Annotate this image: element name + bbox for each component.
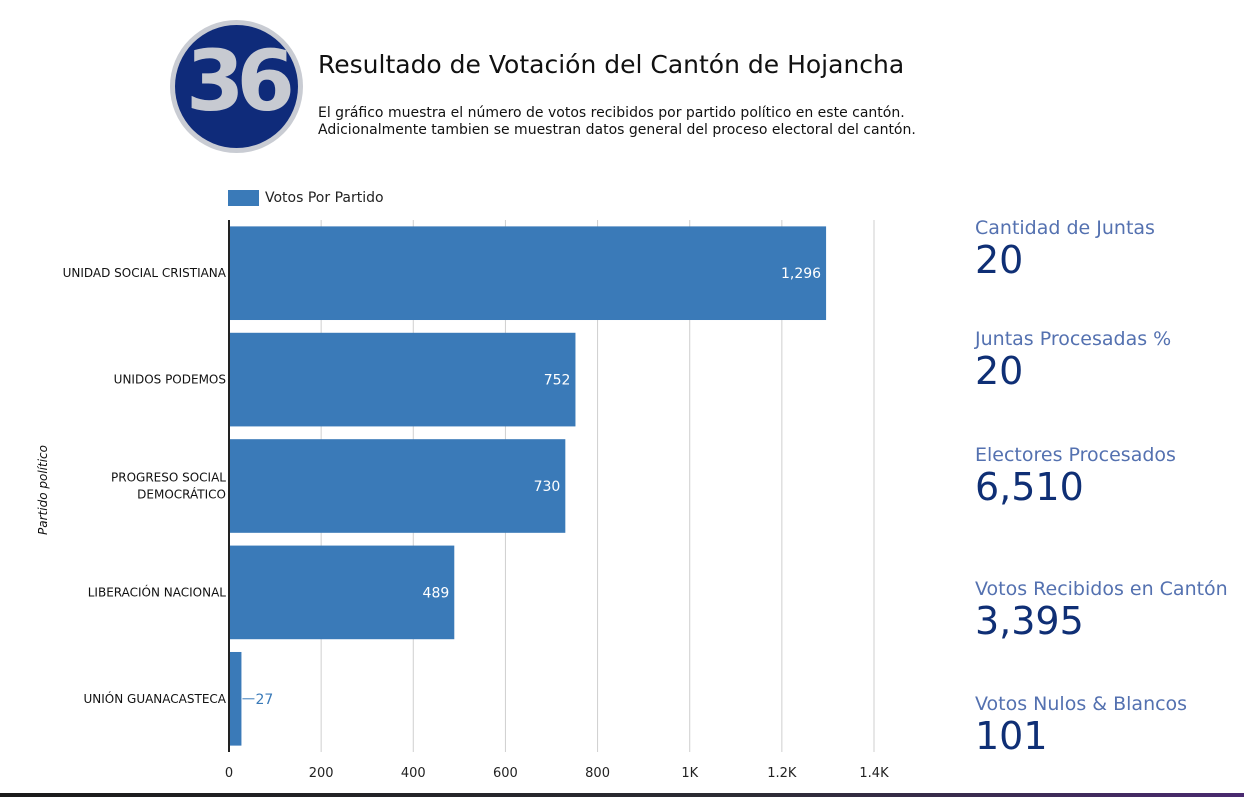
category-label: DEMOCRÁTICO [137,487,226,502]
x-tick-label: 800 [585,766,610,781]
stat-label: Votos Recibidos en Cantón [975,578,1228,600]
bar-value-label: 752 [544,373,571,389]
x-tick-label: 200 [309,766,334,781]
bar-value-label: 27 [255,692,273,708]
stat-cantidad-juntas: Cantidad de Juntas 20 [975,217,1155,279]
bar-chart: 0 200 400 600 800 1K 1.2K 1.4K 1,296 UNIDAD SOCIA… [36,220,889,781]
stat-label: Cantidad de Juntas [975,217,1155,239]
category-label: UNIÓN GUANACASTECA [83,691,226,706]
stat-value: 6,510 [975,465,1084,509]
category-label: UNIDAD SOCIAL CRISTIANA [63,266,227,280]
y-axis-title: Partido político [36,445,50,535]
stat-label: Juntas Procesadas % [975,328,1172,350]
bar-value-label: 730 [534,479,561,495]
x-tick-label: 600 [493,766,518,781]
legend-swatch [228,190,259,206]
stat-value: 101 [975,714,1048,758]
description-line: El gráfico muestra el número de votos re… [318,105,905,121]
x-tick-label: 400 [401,766,426,781]
x-tick-label: 1K [681,766,698,781]
category-label: PROGRESO SOCIAL [111,471,226,485]
bar [229,226,827,321]
legend-label: Votos Por Partido [265,190,384,206]
bar-value-label: 489 [423,585,450,601]
chart-legend: Votos Por Partido [228,190,384,206]
logo: 36 [170,20,303,153]
stat-value: 20 [975,349,1024,393]
bar-value-label: 1,296 [781,266,821,282]
bar [229,545,455,640]
x-tick-label: 1.4K [859,766,889,781]
stat-label: Electores Procesados [975,444,1176,466]
x-tick-label: 1.2K [767,766,797,781]
stat-juntas-procesadas: Juntas Procesadas % 20 [975,328,1171,390]
stat-value: 20 [975,238,1024,282]
description-line: Adicionalmente tambien se muestran datos… [318,122,916,138]
stat-label: Votos Nulos & Blancos [975,693,1188,715]
logo-text: 36 [186,32,295,130]
bottom-bar [0,793,1244,797]
logo-badge: 36 [175,25,298,148]
stat-votos-nulos: Votos Nulos & Blancos 101 [975,693,1187,755]
bar [229,332,576,427]
x-tick-label: 0 [225,766,233,781]
page-description: El gráfico muestra el número de votos re… [318,105,916,139]
stat-electores-procesados: Electores Procesados 6,510 [975,444,1176,506]
bar [229,651,242,746]
category-label: LIBERACIÓN NACIONAL [88,584,227,599]
bar [229,439,566,533]
category-label: UNIDOS PODEMOS [114,373,226,387]
stat-value: 3,395 [975,599,1084,643]
page-title: Resultado de Votación del Cantón de Hoja… [318,50,905,79]
stat-votos-recibidos: Votos Recibidos en Cantón 3,395 [975,578,1228,640]
